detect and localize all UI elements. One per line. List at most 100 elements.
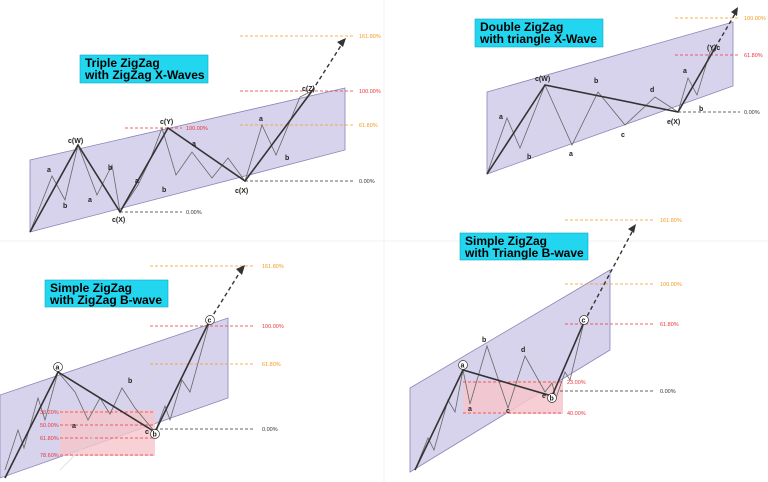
arrow-head — [236, 265, 245, 275]
label-circle-c — [579, 315, 589, 325]
label-b3: b — [699, 106, 703, 113]
title-line-2: with ZigZag X-Waves — [84, 68, 205, 82]
title-line-2: with ZigZag B-wave — [49, 293, 162, 307]
label-A: a — [461, 363, 465, 370]
main-waves — [414, 321, 585, 471]
title-line-1: Double ZigZag — [480, 20, 563, 34]
label-circle-a — [458, 360, 468, 370]
label-a1: a — [499, 114, 503, 121]
label-c2: c — [621, 132, 625, 139]
label-a3: a — [135, 178, 139, 185]
channel — [29, 87, 346, 233]
title-line-2: with Triangle B-wave — [464, 246, 584, 260]
title-line-1: Triple ZigZag — [85, 56, 160, 70]
label-b1: b — [527, 154, 531, 161]
arrow-head — [337, 38, 346, 47]
label-a1: a — [72, 423, 76, 430]
projection-arrow — [209, 271, 241, 321]
label-b-small: b — [153, 432, 157, 439]
label-a: a — [468, 406, 472, 413]
level-618b: 61.80% — [40, 436, 59, 442]
label-eX: e(X) — [667, 119, 680, 126]
label-B: b — [550, 396, 554, 403]
label-b: b — [482, 337, 486, 344]
title-box — [79, 54, 209, 84]
level-618: 61.80% — [660, 322, 679, 328]
level-0: 0.00% — [660, 389, 676, 395]
title-line-1: Simple ZigZag — [465, 234, 547, 248]
level-618: 61.80% — [359, 123, 378, 129]
label-b2: b — [108, 165, 112, 172]
label-b3: b — [162, 187, 166, 194]
level-382: 38.20% — [40, 410, 59, 416]
level-618: 61.80% — [744, 53, 763, 59]
level-161: 161.80% — [359, 34, 381, 40]
title-line-2: with triangle X-Wave — [479, 32, 597, 46]
sub-waves — [414, 321, 585, 471]
label-a4: a — [192, 141, 196, 148]
label-cB: c — [145, 429, 149, 436]
projection-arrow — [583, 231, 633, 323]
label-Yc: (Y)c — [707, 45, 720, 52]
panel-double-zigzag: 100.00% 61.80% 0.00% a b c(W) a b c d e(… — [474, 7, 766, 175]
label-e: e — [542, 393, 546, 400]
label-d2: d — [650, 87, 654, 94]
level-40: 40.00% — [567, 411, 586, 417]
level-50: 50.00% — [40, 423, 59, 429]
label-cZ: c(Z) — [302, 86, 315, 93]
label-A: a — [56, 365, 60, 372]
projection-arrow — [311, 43, 343, 92]
label-d: d — [521, 347, 525, 354]
label-a3: a — [683, 68, 687, 75]
label-b1: b — [63, 203, 67, 210]
arrow-head — [731, 7, 738, 16]
level-0-a: 0.00% — [186, 210, 202, 216]
title-line-1: Simple ZigZag — [50, 281, 132, 295]
retracement-zone — [463, 381, 563, 414]
level-0: 0.00% — [744, 110, 760, 116]
label-cX2: c(X) — [235, 188, 248, 195]
label-b2: b — [594, 78, 598, 85]
main-waves — [486, 47, 716, 175]
label-B: b — [128, 378, 132, 385]
sub-waves — [486, 47, 716, 175]
label-C: c — [582, 318, 586, 325]
label-circle-b — [547, 393, 557, 403]
label-a1: a — [47, 167, 51, 174]
level-100: 100.00% — [744, 16, 766, 22]
level-161: 161.80% — [262, 264, 284, 270]
panel-simple-zigzag-triangle-b: 161.80% 100.00% 61.80% 0.00% 23.00% 40.0… — [409, 218, 682, 473]
channel — [0, 317, 229, 479]
level-786: 78.60% — [40, 453, 59, 459]
level-100: 100.00% — [660, 282, 682, 288]
label-b5: b — [285, 155, 289, 162]
sub-waves — [4, 319, 211, 471]
level-0-b: 0.00% — [359, 179, 375, 185]
channel — [409, 269, 611, 473]
main-waves — [29, 90, 313, 233]
title-box — [459, 232, 589, 261]
retracement-zone — [60, 410, 155, 456]
level-100: 100.00% — [262, 324, 284, 330]
label-circle-b — [150, 429, 160, 439]
label-C: c — [208, 318, 212, 325]
title-box — [44, 279, 169, 308]
label-circle-a — [53, 362, 63, 372]
label-c: c — [506, 408, 510, 415]
arrow-head — [628, 224, 636, 233]
label-a2: a — [88, 197, 92, 204]
label-cW: c(W) — [535, 76, 550, 83]
level-161: 161.80% — [660, 218, 682, 224]
title-box — [474, 18, 604, 48]
label-cX1: c(X) — [112, 217, 125, 224]
label-a5: a — [259, 116, 263, 123]
level-100-b: 100.00% — [359, 89, 381, 95]
level-23: 23.00% — [567, 380, 586, 386]
label-a2: a — [569, 151, 573, 158]
panel-triple-zigzag: 161.80% 100.00% 100.00% 61.80% 0.00% 0.0… — [29, 34, 381, 233]
label-circle-c — [205, 315, 215, 325]
level-0: 0.00% — [262, 427, 278, 433]
level-618: 61.80% — [262, 362, 281, 368]
